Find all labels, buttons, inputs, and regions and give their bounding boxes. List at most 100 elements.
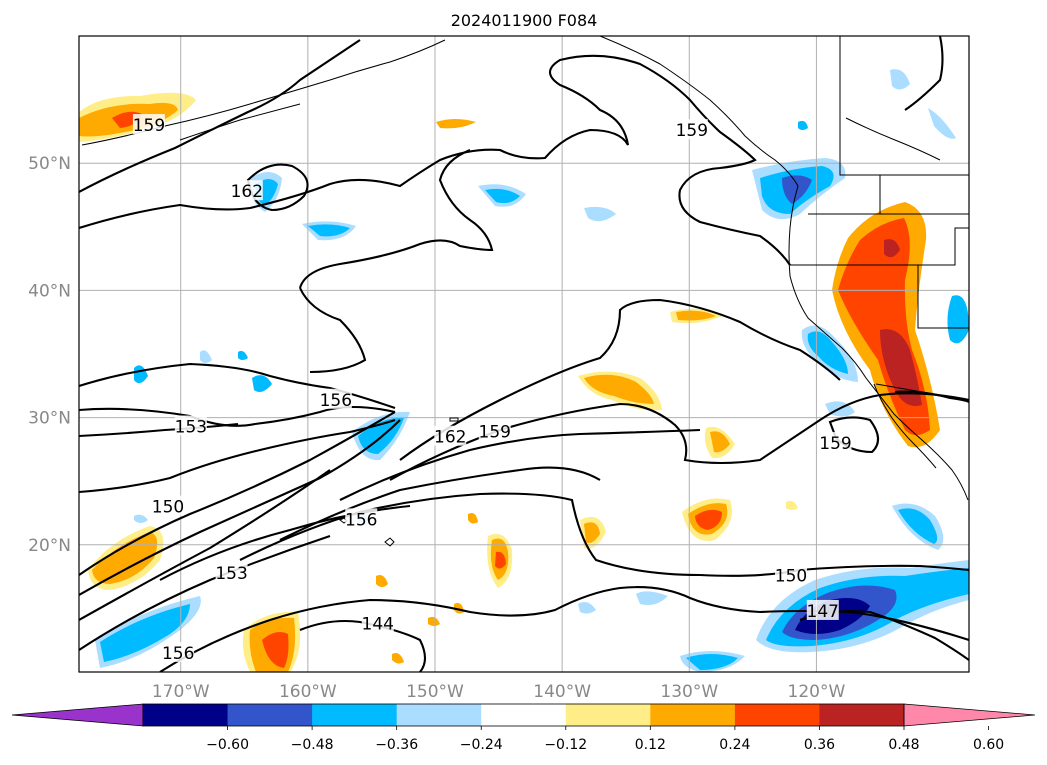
contour-label: 150: [152, 498, 184, 518]
shade-blob: [786, 500, 798, 510]
contour-label: 156: [162, 644, 194, 664]
contour-label: 153: [215, 564, 247, 584]
contour-label-bg: [215, 561, 248, 582]
shade-blob: [468, 513, 478, 524]
contour-150-a: [79, 419, 396, 494]
contour-144: [299, 619, 427, 672]
lon-tick-label: 160°W: [279, 682, 337, 702]
grid-lines: [79, 36, 969, 672]
bc-coast: [788, 185, 969, 501]
colorbar-tick-label: 0.12: [635, 737, 666, 753]
colorbar-extend-low: [11, 703, 144, 727]
contour-159-ext: [894, 390, 969, 403]
shade-blob: [676, 310, 716, 321]
colorbar-tick-label: 0.48: [888, 737, 919, 753]
lat-tick-label: 30°N: [28, 409, 71, 429]
contour-label-bg: [478, 420, 511, 441]
shade-blob: [710, 431, 730, 453]
contour-label: 162: [231, 182, 263, 202]
shade-blob: [584, 206, 616, 222]
jet-3: [79, 469, 331, 621]
shade-blob: [890, 69, 910, 90]
shade-blob: [308, 224, 350, 237]
height-contours: [79, 36, 969, 672]
shade-blob: [392, 653, 404, 664]
colorbar-bin: [565, 704, 651, 726]
contour-label-bg: [319, 388, 352, 409]
contour-label: 159: [133, 116, 165, 136]
colorbar-bin: [396, 704, 482, 726]
contour-162-north: [79, 54, 791, 266]
colorbar-tick-label: 0.24: [719, 737, 750, 753]
contour-label-bg: [819, 432, 852, 453]
shade-blob: [262, 632, 289, 668]
shade-blob: [898, 508, 938, 544]
contour-label: 144: [362, 615, 394, 635]
shade-blob: [686, 654, 738, 670]
contour-label: 147: [807, 602, 839, 622]
contour-label: 156: [345, 510, 377, 530]
map-title: 2024011900 F084: [451, 11, 598, 30]
contour-label-bg: [806, 599, 839, 620]
contour-156-c: [339, 428, 701, 501]
lon-tick-label: 140°W: [533, 682, 591, 702]
colorbar-bin: [650, 704, 736, 726]
map-frame: [78, 35, 970, 673]
jet-1: [79, 411, 396, 576]
contour-label: 159: [676, 121, 708, 141]
colorbar-bin: [312, 704, 398, 726]
contour-159-ne: [904, 36, 944, 111]
contour-label-bg: [152, 495, 184, 516]
contour-162-c: [399, 298, 841, 461]
lat-tick-label: 20°N: [28, 536, 71, 556]
shade-blob: [928, 108, 956, 139]
contour-label-bg: [361, 612, 394, 633]
colorbar-bin: [481, 704, 567, 726]
shade-blob: [200, 350, 212, 363]
lon-tick-label: 170°W: [152, 682, 210, 702]
contour-label-bg: [162, 641, 195, 662]
contour-150-c: [239, 492, 969, 577]
shade-blob: [884, 239, 900, 258]
lon-tick-label: 150°W: [406, 682, 464, 702]
contour-162-mid: [298, 149, 494, 289]
colorbar-tick-label: 0.36: [804, 737, 835, 753]
contour-153-c: [279, 466, 601, 541]
shade-blob: [436, 119, 476, 129]
colorbar-tick-label: −0.48: [291, 737, 334, 753]
lat-tick-label: 50°N: [28, 154, 71, 174]
contour-label: 150: [775, 566, 807, 586]
contour-162-blob: [246, 163, 309, 212]
contour-label-bg: [775, 564, 807, 585]
colorbar-bin: [227, 704, 313, 726]
shade-blob: [428, 616, 440, 626]
contour-159-north: [79, 39, 361, 193]
lon-tick-label: 130°W: [660, 682, 718, 702]
contour-label: 159: [479, 423, 511, 443]
axis-labels: 170°W 160°W 150°W 140°W 130°W 120°W 50°N 40°N 30…: [28, 154, 845, 702]
shade-blob: [880, 329, 922, 406]
shade-blob: [495, 551, 506, 569]
shade-blob: [134, 514, 148, 523]
colorbar-tick-label: 0.60: [973, 737, 1004, 753]
contour-label-bg: [675, 119, 708, 140]
colorbar-extend-high: [903, 703, 1036, 727]
border-line: [839, 36, 969, 176]
colorbar-bin: [143, 704, 229, 726]
colorbar-tick-label: −0.60: [206, 737, 249, 753]
border-line: [845, 117, 941, 161]
shade-blob: [695, 509, 722, 530]
contour-label-bg: [434, 425, 467, 446]
shade-blob: [238, 350, 248, 360]
colorbar: −0.60 −0.48 −0.36 −0.24 −0.12 0.12 0.24 0.36 0.4…: [11, 703, 1036, 753]
colorbar-bin: [734, 704, 820, 726]
contour-162-bend: [299, 287, 367, 374]
lon-tick-label: 120°W: [788, 682, 846, 702]
alaska-coast: [599, 36, 799, 187]
jet-2: [79, 419, 401, 596]
shade-blob: [947, 295, 969, 344]
colorbar-tick-label: −0.36: [375, 737, 418, 753]
island: [449, 417, 459, 422]
contour-153-d: [79, 535, 331, 651]
